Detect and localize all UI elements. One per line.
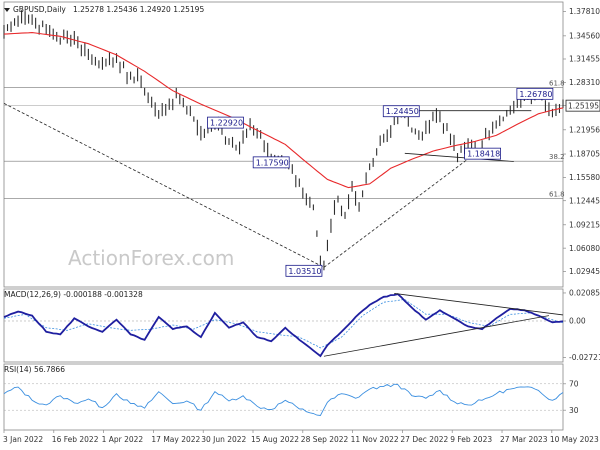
x-tick-label: 28 Sep 2022 <box>301 435 349 444</box>
moving-average-line <box>3 32 564 189</box>
rsi-y-tick-label: 30 <box>569 406 579 415</box>
x-tick-label: 27 Mar 2023 <box>500 435 548 444</box>
price-y-tick-label: 1.02945 <box>569 267 600 276</box>
macd-line <box>3 293 564 358</box>
rsi-panel-frame <box>3 363 564 431</box>
price-label-box <box>516 87 554 100</box>
price-label-box <box>382 105 420 118</box>
macd-label: MACD(12,26,9) -0.000188 -0.001328 <box>4 290 143 299</box>
macd-signal-line <box>3 299 564 349</box>
price-label-text: 1.22920 <box>210 119 243 128</box>
price-y-tick-label: 1.12445 <box>569 196 600 205</box>
price-panel: 1.37810 1.34560 1.31455 1.28310 1.21956 1.187… <box>3 1 600 288</box>
x-tick-label: 3 Jan 2022 <box>3 435 43 444</box>
macd-y-tick-label: 0.020858 <box>569 289 600 298</box>
fib-level-label: 38.2 <box>549 153 565 161</box>
x-tick-label: 27 Dec 2022 <box>400 435 448 444</box>
trend-line <box>404 152 514 162</box>
x-tick-label: 30 Jun 2022 <box>201 435 246 444</box>
price-label-text: 1.17590 <box>256 158 289 167</box>
rsi-label: RSI(14) 56.7866 <box>4 365 65 374</box>
fib-level-label: 61.8 <box>549 80 565 88</box>
trend-line <box>323 155 472 268</box>
price-y-tick-label: 1.15580 <box>569 173 600 182</box>
macd-trend-line <box>394 293 564 316</box>
macd-y-tick-label: -0.027213 <box>569 353 600 362</box>
last-price-tag <box>565 99 600 112</box>
price-label-box <box>285 264 323 277</box>
price-label-box <box>464 147 501 160</box>
watermark: ActionForex.com <box>68 246 234 270</box>
price-panel-frame <box>3 1 564 288</box>
x-tick-label: 1 Apr 2022 <box>102 435 144 444</box>
x-tick-label: 9 Feb 2023 <box>450 435 492 444</box>
price-y-tick-label: 1.06080 <box>569 244 600 253</box>
x-tick-label: 17 May 2022 <box>151 435 200 444</box>
price-y-tick-label: 1.21956 <box>569 125 600 134</box>
price-y-tick-label: 1.31455 <box>569 55 600 64</box>
price-y-tick-label: 1.28310 <box>569 78 600 87</box>
symbol-title: GBPUSD,Daily <box>13 5 66 14</box>
price-y-tick-label: 1.37810 <box>569 7 600 16</box>
x-axis: 3 Jan 2022 16 Feb 2022 1 Apr 2022 17 May 20… <box>3 430 599 444</box>
x-tick-label: 10 May 2023 <box>550 435 599 444</box>
price-y-tick-label: 1.34560 <box>569 31 600 40</box>
macd-panel-frame <box>3 288 564 363</box>
price-label-text: 1.18418 <box>467 150 500 159</box>
price-label-text: 1.03510 <box>288 267 321 276</box>
fib-level-label: 61.8 <box>549 190 565 198</box>
price-y-tick-label: 1.09215 <box>569 220 600 229</box>
price-y-tick-label: 1.18705 <box>569 150 600 159</box>
price-label-text: 1.26780 <box>519 90 552 99</box>
last-price-tag-text: 1.25195 <box>568 102 599 111</box>
rsi-y-tick-label: 70 <box>569 379 579 388</box>
macd-panel: 0.020858 0.00 -0.027213 <box>3 288 600 363</box>
price-label-box <box>252 156 290 169</box>
x-tick-label: 15 Aug 2022 <box>251 435 299 444</box>
x-tick-label: 11 Nov 2022 <box>351 435 399 444</box>
ohlc-readout: 1.25278 1.25436 1.24920 1.25195 <box>73 5 204 14</box>
rsi-line <box>3 383 564 416</box>
price-label-box <box>207 116 244 129</box>
collapse-triangle-icon <box>4 8 10 12</box>
macd-trend-line <box>323 315 550 357</box>
x-tick-label: 16 Feb 2022 <box>52 435 99 444</box>
macd-y-tick-label: 0.00 <box>569 317 586 326</box>
price-label-text: 1.24450 <box>386 107 419 116</box>
rsi-panel: 70 30 <box>3 363 579 431</box>
price-header: GBPUSD,Daily 1.25278 1.25436 1.24920 1.2… <box>4 5 204 14</box>
